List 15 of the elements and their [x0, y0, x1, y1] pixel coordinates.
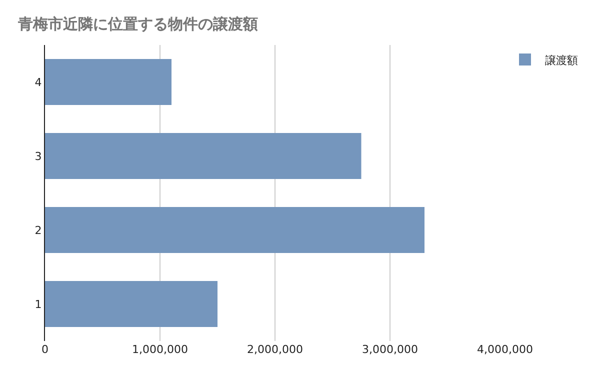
x-tick-label: 0 [42, 343, 48, 356]
x-tick-label: 1,000,000 [132, 343, 188, 356]
bar [45, 281, 218, 327]
x-tick-label: 3,000,000 [362, 343, 418, 356]
y-tick-label: 3 [34, 150, 42, 163]
bar [45, 207, 424, 253]
y-tick-label: 1 [34, 298, 42, 311]
y-tick-label: 4 [34, 76, 42, 89]
chart-title: 青梅市近隣に位置する物件の譲渡額 [17, 15, 258, 34]
legend-label: 譲渡額 [545, 54, 578, 67]
x-tick-label: 2,000,000 [247, 343, 303, 356]
bar [45, 133, 362, 179]
y-tick-label: 2 [34, 224, 42, 237]
bar [45, 59, 172, 105]
x-tick-label: 4,000,000 [477, 343, 533, 356]
